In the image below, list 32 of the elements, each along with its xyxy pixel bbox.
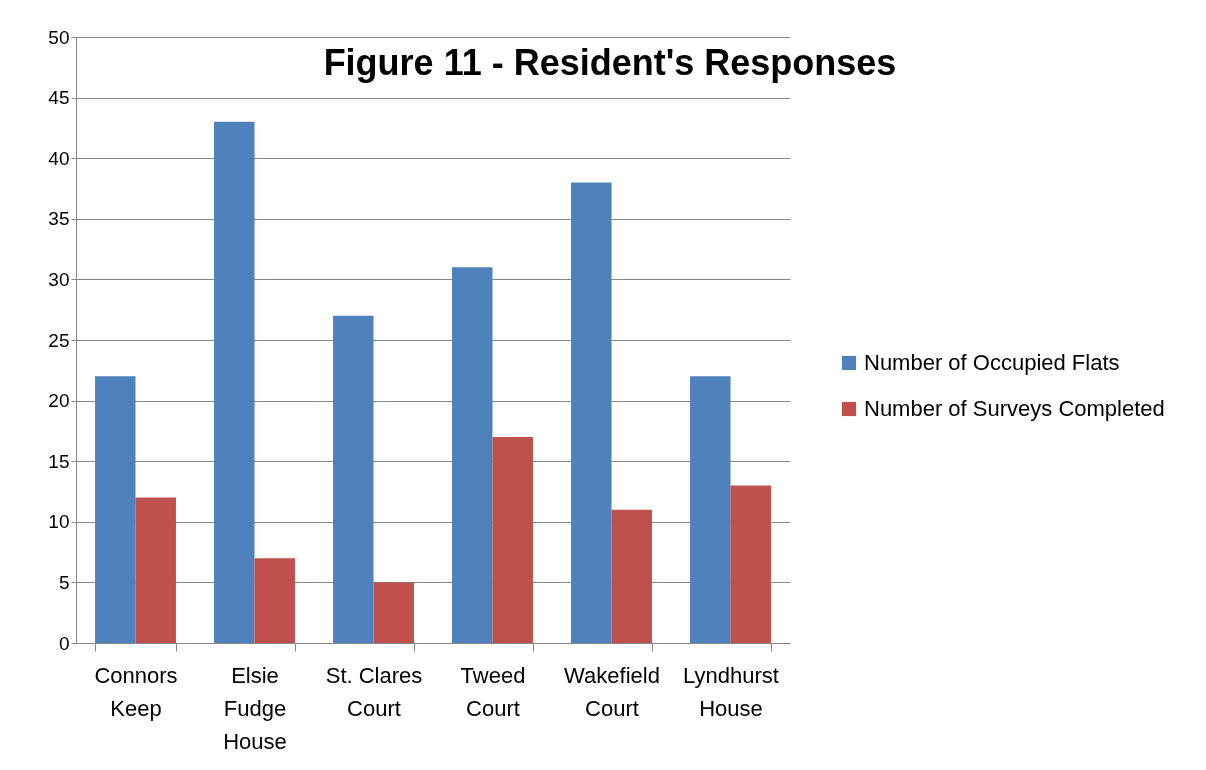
y-tick-label: 50 <box>48 26 70 48</box>
bar <box>95 376 136 643</box>
y-tick-label: 0 <box>58 632 70 654</box>
x-tick-label: Tweed Court <box>460 662 526 721</box>
bar <box>730 485 771 643</box>
bar <box>135 497 176 643</box>
bar <box>373 582 414 643</box>
x-tick-label: Lyndhurst House <box>683 662 779 721</box>
x-tick-label: Elsie Fudge House <box>223 662 287 754</box>
y-tick-label: 5 <box>58 571 70 593</box>
y-tick-label: 25 <box>48 329 70 351</box>
legend-label: Number of Surveys Completed <box>864 396 1165 421</box>
legend-label: Number of Occupied Flats <box>864 350 1120 375</box>
bar <box>214 121 255 643</box>
y-tick-label: 35 <box>48 208 70 230</box>
bar <box>690 376 731 643</box>
bar <box>571 182 612 643</box>
y-tick-label: 15 <box>48 450 70 472</box>
x-tick-label: Wakefield Court <box>564 662 660 721</box>
chart-title: Figure 11 - Resident's Responses <box>323 42 897 83</box>
x-tick-label: Connors Keep <box>94 662 178 721</box>
y-tick-label: 40 <box>48 147 70 169</box>
y-tick-label: 10 <box>48 511 70 533</box>
x-tick-label: St. Clares Court <box>325 662 423 721</box>
bar <box>452 267 493 643</box>
y-tick-label: 45 <box>48 87 70 109</box>
y-tick-label: 20 <box>48 390 70 412</box>
bar <box>492 436 533 643</box>
y-tick-label: 30 <box>48 268 70 290</box>
bar <box>611 509 652 643</box>
bar <box>254 558 295 643</box>
bar <box>333 315 374 643</box>
